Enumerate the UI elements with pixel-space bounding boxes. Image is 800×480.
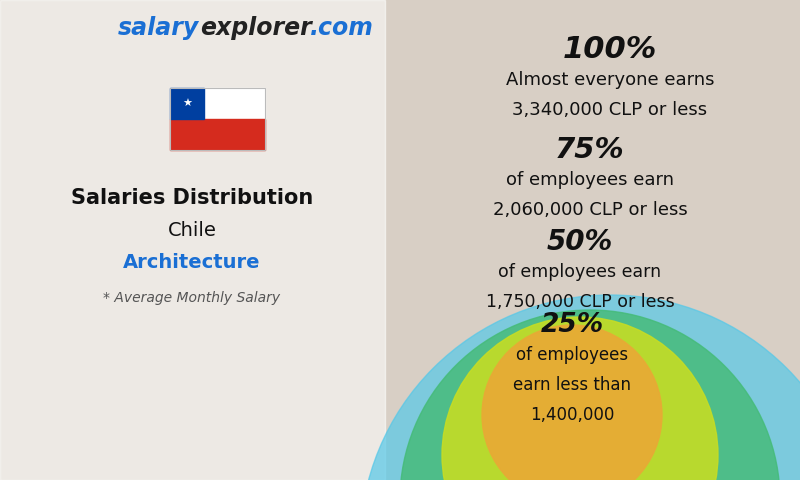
Text: salary: salary (118, 16, 199, 40)
Text: of employees: of employees (516, 346, 628, 364)
Text: 25%: 25% (541, 312, 603, 338)
Circle shape (400, 310, 780, 480)
Text: 1,400,000: 1,400,000 (530, 406, 614, 424)
Text: 2,060,000 CLP or less: 2,060,000 CLP or less (493, 201, 687, 219)
Text: Almost everyone earns: Almost everyone earns (506, 71, 714, 89)
Text: Architecture: Architecture (123, 252, 261, 272)
Text: 3,340,000 CLP or less: 3,340,000 CLP or less (513, 101, 707, 119)
Text: Chile: Chile (167, 220, 217, 240)
Text: .com: .com (310, 16, 374, 40)
Text: earn less than: earn less than (513, 376, 631, 394)
Circle shape (482, 325, 662, 480)
Circle shape (360, 295, 800, 480)
Text: of employees earn: of employees earn (506, 171, 674, 189)
Text: * Average Monthly Salary: * Average Monthly Salary (103, 291, 281, 305)
Text: Salaries Distribution: Salaries Distribution (71, 188, 313, 208)
Circle shape (442, 317, 718, 480)
Bar (170, 88, 265, 150)
Text: 100%: 100% (563, 36, 657, 64)
Text: ★: ★ (182, 98, 192, 108)
Bar (170, 119, 265, 150)
Text: explorer: explorer (200, 16, 312, 40)
Text: 1,750,000 CLP or less: 1,750,000 CLP or less (486, 293, 674, 311)
Bar (170, 88, 204, 119)
Text: of employees earn: of employees earn (498, 263, 662, 281)
Text: 75%: 75% (555, 136, 625, 164)
Bar (0, 0, 385, 480)
Text: 50%: 50% (547, 228, 613, 256)
Bar (170, 88, 265, 119)
